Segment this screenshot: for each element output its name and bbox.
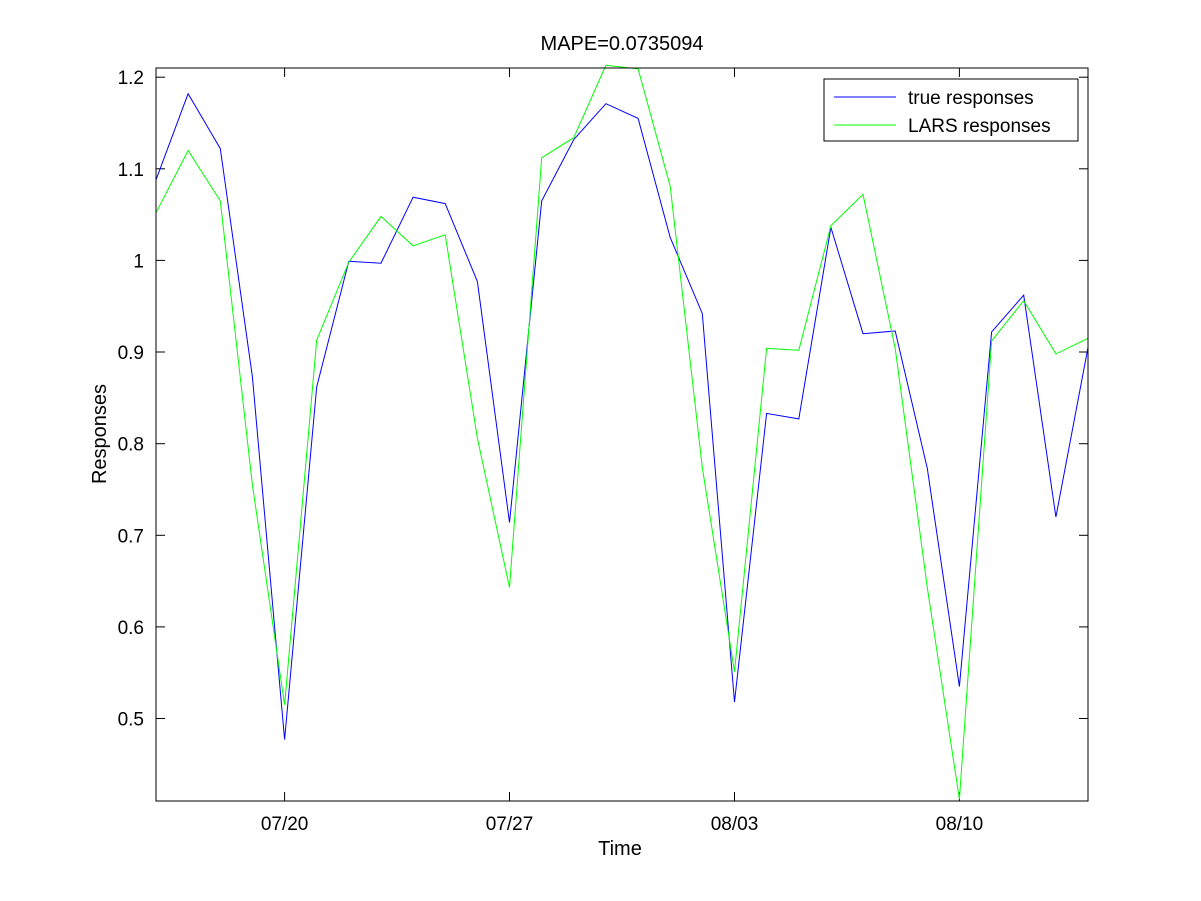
chart-title: MAPE=0.0735094 — [541, 33, 704, 55]
x-tick-label: 07/20 — [261, 814, 309, 835]
y-tick-label: 0.7 — [118, 526, 144, 547]
plot-area — [156, 68, 1088, 801]
x-tick-label: 08/10 — [936, 814, 984, 835]
x-tick-label: 07/27 — [486, 814, 534, 835]
y-tick-label: 0.9 — [118, 343, 144, 364]
y-tick-label: 1.1 — [118, 160, 144, 181]
legend-label-true-responses: true responses — [908, 88, 1034, 109]
y-tick-label: 1 — [133, 251, 144, 272]
x-axis-title: Time — [598, 838, 642, 860]
y-axis-title: Responses — [89, 384, 111, 484]
series-lines — [155, 64, 1089, 800]
y-tick-label: 1.2 — [118, 68, 144, 89]
y-tick-label: 0.5 — [118, 710, 144, 731]
legend: true responses LARS responses — [823, 78, 1079, 142]
y-tick-label: 0.8 — [118, 435, 144, 456]
x-axis: 07/20 07/27 08/03 08/10 — [261, 68, 983, 835]
series-line-true-responses — [155, 92, 1089, 740]
plot-frame — [155, 67, 1089, 802]
x-tick-label: 08/03 — [711, 814, 759, 835]
series-line-lars-responses — [155, 64, 1089, 800]
legend-label-lars-responses: LARS responses — [908, 116, 1051, 137]
legend-box — [823, 78, 1079, 142]
y-tick-label: 0.6 — [118, 618, 144, 639]
y-axis: 0.5 0.6 0.7 0.8 0.9 1 1.1 1.2 — [118, 68, 1088, 731]
